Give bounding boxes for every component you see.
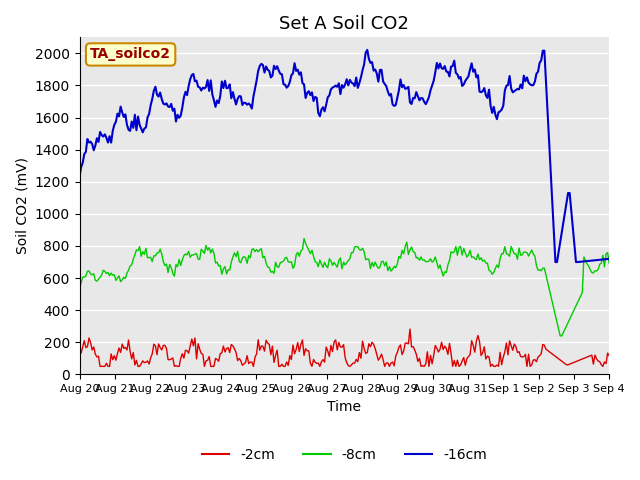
-2cm (195, 341, 202, 347)
-8cm (556, 333, 564, 339)
-2cm (236, 356, 243, 361)
-2cm (512, 344, 520, 349)
-2cm (96, 363, 104, 369)
-8cm (76, 286, 83, 292)
Line: -8cm: -8cm (79, 239, 609, 336)
-8cm (511, 251, 518, 257)
-8cm (82, 273, 90, 279)
-8cm (234, 249, 241, 254)
Legend: -2cm, -8cm, -16cm: -2cm, -8cm, -16cm (196, 442, 493, 467)
-2cm (518, 354, 526, 360)
-16cm (517, 82, 525, 87)
-8cm (193, 251, 200, 256)
-2cm (82, 345, 90, 350)
-16cm (605, 256, 613, 262)
-16cm (374, 79, 382, 84)
-16cm (234, 96, 241, 102)
-8cm (374, 265, 382, 271)
-2cm (406, 326, 414, 332)
-2cm (605, 353, 613, 359)
Text: TA_soilco2: TA_soilco2 (90, 48, 171, 61)
-16cm (364, 47, 371, 53)
Line: -16cm: -16cm (79, 50, 609, 262)
-16cm (82, 149, 90, 155)
Line: -2cm: -2cm (79, 329, 609, 366)
X-axis label: Time: Time (327, 400, 362, 414)
-16cm (76, 174, 83, 180)
Title: Set A Soil CO2: Set A Soil CO2 (280, 15, 410, 33)
-16cm (552, 259, 559, 265)
-2cm (374, 357, 382, 363)
-8cm (300, 236, 308, 241)
Y-axis label: Soil CO2 (mV): Soil CO2 (mV) (15, 157, 29, 254)
-16cm (511, 88, 518, 94)
-8cm (605, 261, 613, 266)
-2cm (76, 350, 83, 356)
-16cm (193, 78, 200, 84)
-8cm (517, 252, 525, 258)
